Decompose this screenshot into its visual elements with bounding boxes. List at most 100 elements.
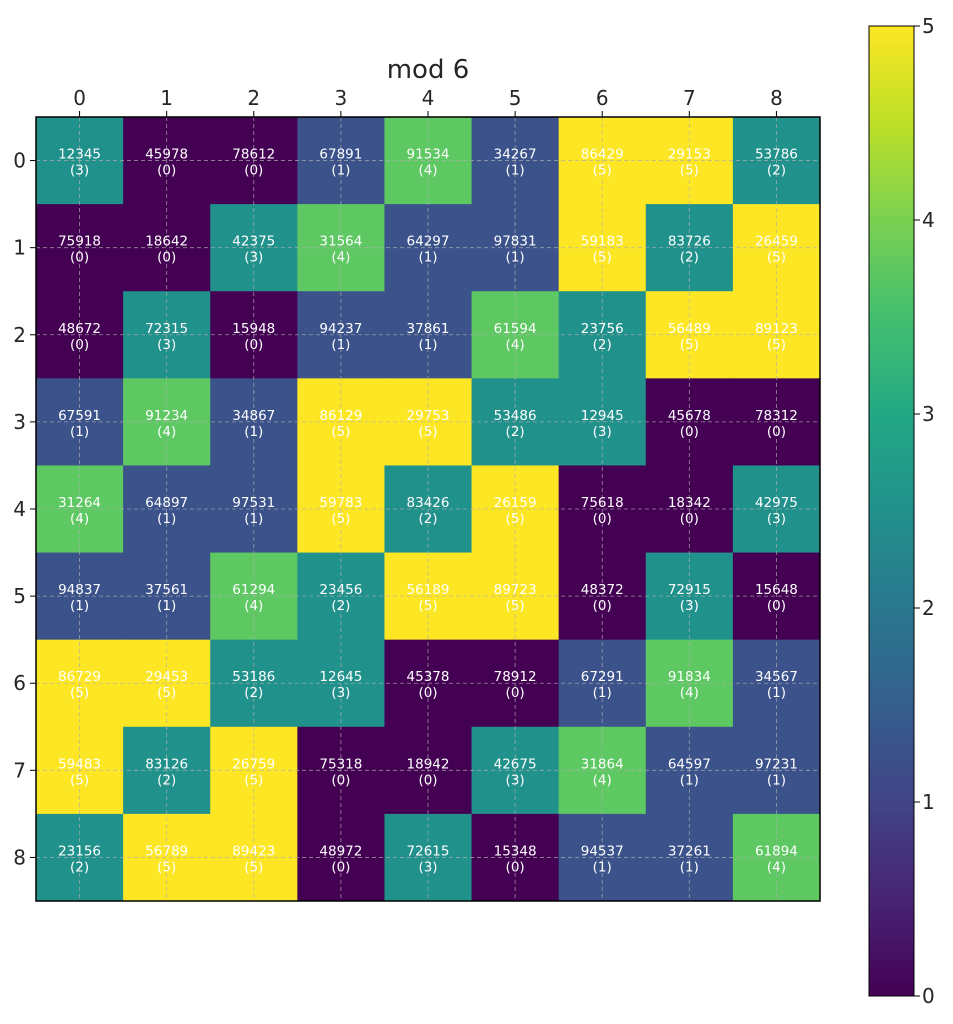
cell-value-label: (4) (593, 772, 612, 788)
cell-value-label: (1) (418, 337, 437, 353)
cell-number-label: 53186 (232, 669, 275, 685)
cell-number-label: 78312 (755, 408, 798, 424)
cell-number-label: 91234 (145, 408, 188, 424)
cell-number-label: 26759 (232, 756, 275, 772)
cell-number-label: 67891 (319, 147, 362, 163)
cell-value-label: (0) (767, 424, 786, 440)
cell-number-label: 97231 (755, 756, 798, 772)
cell-number-label: 26459 (755, 234, 798, 250)
cell-value-label: (0) (157, 163, 176, 179)
gridlines: 12345(3)45978(0)78612(0)67891(1)91534(4)… (36, 117, 820, 901)
y-tick-label: 1 (13, 236, 26, 260)
colorbar: 0 1 2 3 4 5 (868, 14, 935, 1008)
cell-number-label: 64297 (407, 234, 450, 250)
cell-value-label: (4) (680, 685, 699, 701)
cell-value-label: (2) (331, 598, 350, 614)
cell-number-label: 31264 (58, 495, 101, 511)
cell-value-label: (5) (506, 511, 525, 527)
cell-value-label: (2) (767, 163, 786, 179)
cell-value-label: (3) (244, 250, 263, 266)
colorbar-tick-label: 0 (922, 984, 935, 1008)
cell-number-label: 23756 (581, 321, 624, 337)
cell-number-label: 59483 (58, 756, 101, 772)
cell-number-label: 67291 (581, 669, 624, 685)
cell-value-label: (5) (70, 772, 89, 788)
cell-value-label: (3) (680, 598, 699, 614)
cell-value-label: (0) (418, 685, 437, 701)
cell-value-label: (2) (418, 511, 437, 527)
cell-value-label: (3) (593, 424, 612, 440)
cell-value-label: (1) (331, 163, 350, 179)
chart-title: mod 6 (387, 55, 470, 85)
cell-number-label: 59783 (319, 495, 362, 511)
y-axis: 0 1 2 3 4 5 6 7 8 (13, 149, 36, 869)
cell-value-label: (1) (157, 598, 176, 614)
cell-number-label: 37861 (407, 321, 450, 337)
cell-number-label: 31864 (581, 756, 624, 772)
cell-value-label: (1) (244, 511, 263, 527)
cell-number-label: 53486 (494, 408, 537, 424)
cell-number-label: 48372 (581, 582, 624, 598)
x-tick-label: 3 (335, 86, 348, 110)
cell-value-label: (1) (767, 772, 786, 788)
cell-number-label: 61594 (494, 321, 537, 337)
cell-number-label: 72315 (145, 321, 188, 337)
cell-value-label: (1) (70, 424, 89, 440)
cell-value-label: (1) (244, 424, 263, 440)
y-tick-label: 8 (13, 845, 26, 869)
cell-number-label: 45978 (145, 147, 188, 163)
cell-value-label: (0) (331, 772, 350, 788)
y-tick-label: 6 (13, 671, 26, 695)
cell-value-label: (5) (244, 772, 263, 788)
x-tick-label: 1 (160, 86, 173, 110)
cell-number-label: 15648 (755, 582, 798, 598)
cell-number-label: 18942 (407, 756, 450, 772)
colorbar-gradient (868, 25, 915, 997)
x-tick-label: 0 (73, 86, 86, 110)
cell-number-label: 29753 (407, 408, 450, 424)
cell-value-label: (3) (70, 163, 89, 179)
cell-number-label: 15348 (494, 843, 537, 859)
cell-value-label: (2) (593, 337, 612, 353)
x-axis: 0 1 2 3 4 5 6 7 8 (73, 86, 783, 117)
cell-value-label: (5) (680, 163, 699, 179)
colorbar-tick-label: 5 (922, 14, 935, 38)
cell-value-label: (5) (157, 685, 176, 701)
cell-value-label: (5) (244, 859, 263, 875)
cell-number-label: 45378 (407, 669, 450, 685)
cell-value-label: (0) (506, 859, 525, 875)
x-tick-label: 5 (509, 86, 522, 110)
cell-value-label: (0) (767, 598, 786, 614)
cell-value-label: (3) (767, 511, 786, 527)
cell-number-label: 75918 (58, 234, 101, 250)
x-tick-label: 2 (247, 86, 260, 110)
cell-value-label: (0) (506, 685, 525, 701)
x-tick-label: 4 (422, 86, 435, 110)
cell-value-label: (1) (680, 772, 699, 788)
cell-number-label: 59183 (581, 234, 624, 250)
cell-value-label: (1) (506, 250, 525, 266)
cell-number-label: 61894 (755, 843, 798, 859)
cell-number-label: 91834 (668, 669, 711, 685)
cell-value-label: (2) (70, 859, 89, 875)
cell-value-label: (4) (767, 859, 786, 875)
cell-number-label: 31564 (319, 234, 362, 250)
cell-value-label: (0) (70, 250, 89, 266)
cell-number-label: 34567 (755, 669, 798, 685)
cell-value-label: (5) (593, 163, 612, 179)
cell-value-label: (4) (244, 598, 263, 614)
cell-number-label: 12945 (581, 408, 624, 424)
cell-number-label: 67591 (58, 408, 101, 424)
heatmap-cell (732, 813, 821, 902)
cell-number-label: 83126 (145, 756, 188, 772)
cell-value-label: (2) (157, 772, 176, 788)
cell-number-label: 91534 (407, 147, 450, 163)
cell-number-label: 97531 (232, 495, 275, 511)
cell-number-label: 97831 (494, 234, 537, 250)
y-tick-label: 5 (13, 584, 26, 608)
cell-number-label: 12645 (319, 669, 362, 685)
cell-value-label: (0) (157, 250, 176, 266)
cell-value-label: (5) (418, 424, 437, 440)
cell-number-label: 56489 (668, 321, 711, 337)
cell-number-label: 37261 (668, 843, 711, 859)
